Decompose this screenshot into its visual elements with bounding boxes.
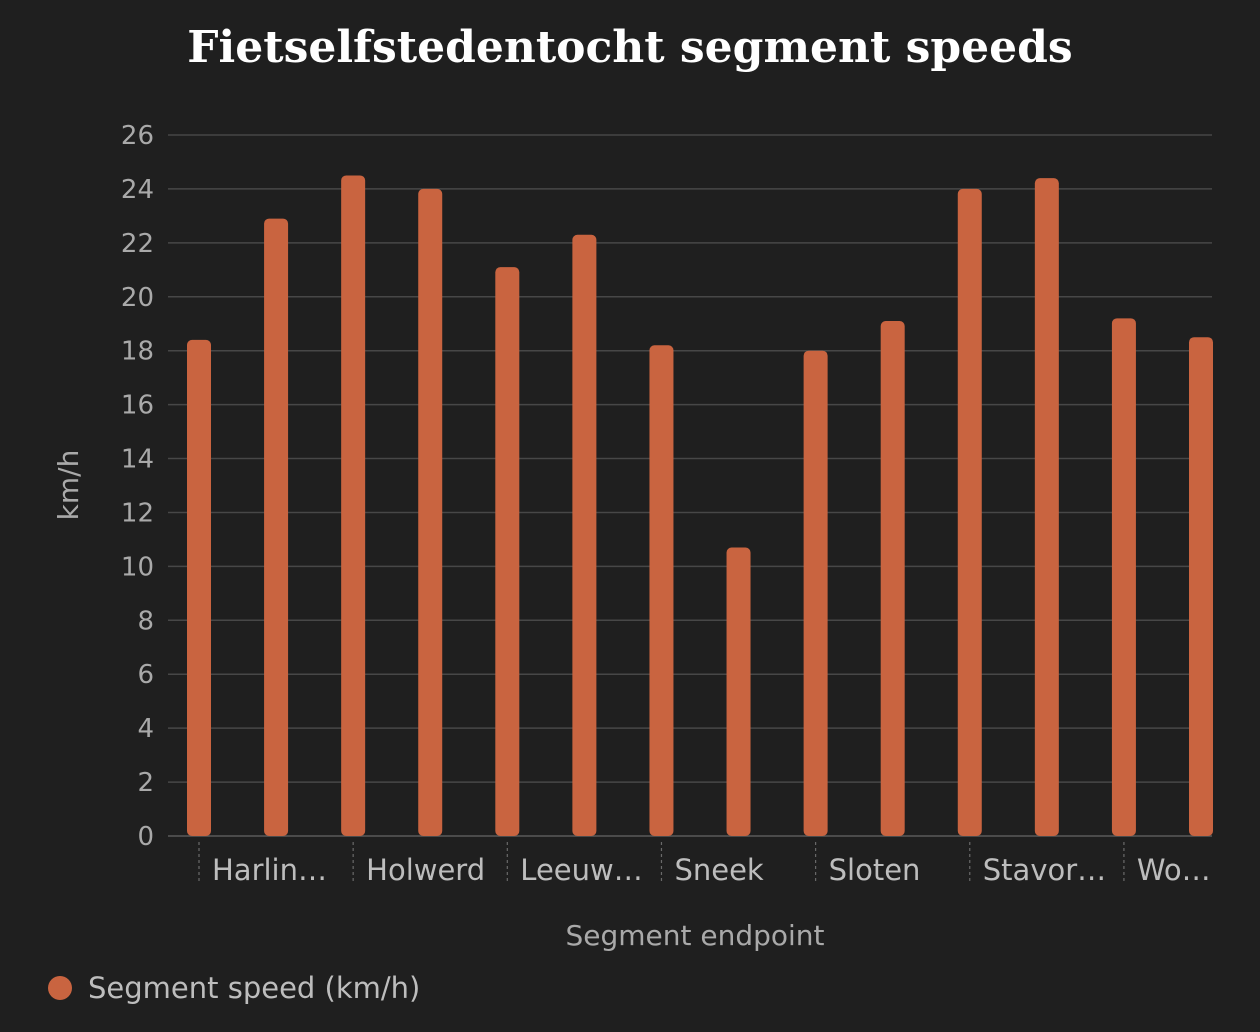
x-axis-ticks: Harlin… Holwerd Leeuw… Sneek Sloten Stavor… Wo… [212, 853, 1211, 887]
legend[interactable]: Segment speed (km/h) [48, 971, 420, 1005]
category-separators [198, 842, 1125, 884]
x-tick-label: Sneek [674, 853, 763, 887]
y-tick-label: 14 [121, 445, 154, 475]
bar[interactable] [957, 188, 982, 836]
x-tick-label: Holwerd [366, 853, 485, 887]
bars [187, 175, 1213, 837]
y-tick-label: 4 [137, 714, 154, 744]
bar[interactable] [418, 188, 443, 836]
bar[interactable] [880, 321, 905, 836]
bar[interactable] [572, 234, 597, 836]
y-tick-label: 12 [121, 498, 154, 528]
y-tick-label: 8 [137, 606, 154, 636]
x-axis-title: Segment endpoint [565, 919, 824, 952]
y-tick-label: 26 [121, 121, 154, 151]
bar[interactable] [264, 218, 289, 837]
y-tick-label: 24 [121, 175, 154, 205]
legend-label: Segment speed (km/h) [88, 971, 420, 1005]
bar[interactable] [187, 339, 211, 836]
x-tick-label: Stavor… [983, 853, 1106, 887]
y-tick-label: 18 [121, 337, 154, 367]
y-tick-label: 0 [137, 822, 154, 852]
bar[interactable] [495, 267, 520, 836]
y-tick-label: 6 [137, 660, 154, 690]
bar[interactable] [726, 547, 751, 836]
y-tick-label: 10 [121, 552, 154, 582]
legend-swatch-icon [48, 976, 72, 1000]
x-tick-label: Sloten [829, 853, 921, 887]
bar[interactable] [649, 345, 674, 836]
bar[interactable] [1034, 178, 1059, 837]
bar[interactable] [1111, 318, 1136, 836]
bar[interactable] [1189, 337, 1213, 836]
bar[interactable] [341, 175, 366, 836]
bar[interactable] [803, 350, 828, 836]
y-axis-title: km/h [52, 450, 85, 521]
y-tick-label: 2 [137, 768, 154, 798]
y-tick-label: 16 [121, 391, 154, 421]
x-tick-label: Leeuw… [520, 853, 642, 887]
x-tick-label: Wo… [1137, 853, 1211, 887]
y-tick-label: 22 [121, 229, 154, 259]
y-tick-label: 20 [121, 283, 154, 313]
chart-title: Fietselfstedentocht segment speeds [187, 22, 1072, 73]
x-tick-label: Harlin… [212, 853, 327, 887]
